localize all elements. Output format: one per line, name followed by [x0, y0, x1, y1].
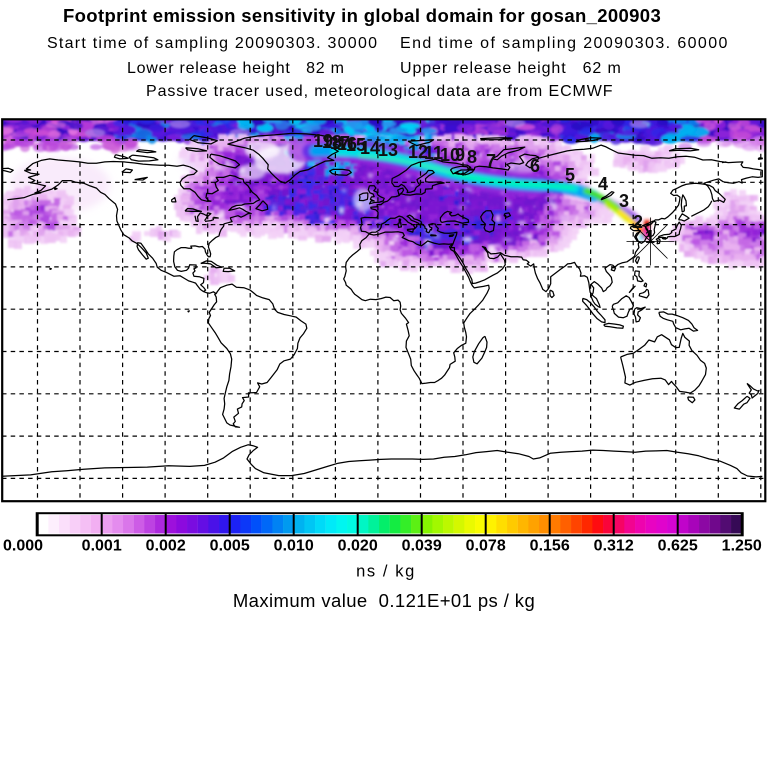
svg-text:17: 17: [330, 133, 350, 153]
svg-text:4: 4: [598, 174, 608, 194]
svg-text:ns / kg: ns / kg: [356, 563, 416, 581]
svg-text:19: 19: [313, 131, 333, 151]
svg-text:0.156: 0.156: [530, 538, 570, 555]
svg-text:7: 7: [486, 151, 496, 171]
svg-text:10: 10: [440, 145, 460, 165]
svg-text:11: 11: [424, 143, 443, 163]
svg-text:6: 6: [530, 156, 540, 176]
svg-text:5: 5: [565, 165, 575, 185]
svg-text:1: 1: [645, 227, 655, 247]
svg-text:16: 16: [337, 134, 357, 154]
svg-text:12: 12: [408, 142, 428, 162]
svg-text:15: 15: [346, 135, 366, 155]
svg-text:Maximum value 0.121E+01 ps /: Maximum value 0.121E+01 ps / kg: [233, 590, 535, 611]
svg-text:0.000: 0.000: [3, 538, 43, 555]
svg-text:0.005: 0.005: [210, 538, 250, 555]
svg-text:0.039: 0.039: [402, 538, 442, 555]
svg-text:9: 9: [455, 145, 465, 165]
svg-text:0.001: 0.001: [82, 538, 122, 555]
svg-text:0.020: 0.020: [338, 538, 378, 555]
svg-text:14: 14: [360, 138, 380, 158]
svg-text:0.625: 0.625: [658, 538, 698, 555]
svg-text:0.010: 0.010: [274, 538, 314, 555]
svg-text:8: 8: [467, 147, 477, 167]
svg-text:0.002: 0.002: [146, 538, 186, 555]
svg-text:3: 3: [619, 191, 629, 211]
svg-text:13: 13: [378, 140, 398, 160]
svg-text:18: 18: [322, 132, 342, 152]
svg-text:1.250: 1.250: [722, 538, 762, 555]
svg-text:2: 2: [633, 212, 643, 232]
svg-text:0.312: 0.312: [594, 538, 634, 555]
svg-text:0.078: 0.078: [466, 538, 506, 555]
